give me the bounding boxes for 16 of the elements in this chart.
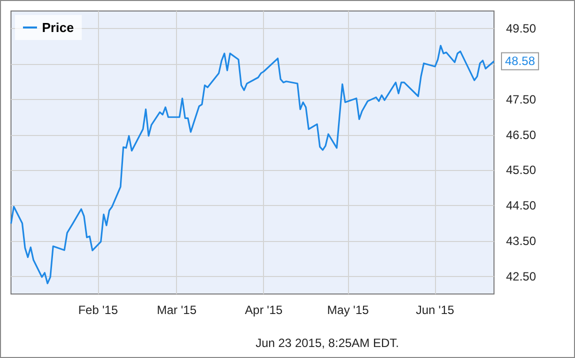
y-tick-label: 49.50 [506,22,536,36]
y-tick-label: 45.50 [506,163,536,178]
annotation: 48.58 [505,54,536,68]
y-tick-label: 44.50 [506,198,536,213]
x-tick-label: Jun '15 [416,303,455,317]
x-tick-label: Apr '15 [244,303,283,317]
x-tick-label: May '15 [327,303,370,317]
y-tick-label: 46.50 [506,128,536,142]
line-series [10,44,495,284]
y-tick-label: 47.50 [506,92,536,106]
y-tick-label: 42.50 [506,269,536,284]
x-tick-label: Feb '15 [78,303,118,317]
y-tick-label: 43.50 [506,234,536,248]
legend-label: Price [42,20,74,35]
x-tick-label: Mar '15 [156,303,197,317]
text: Jun 23 2015, 8:25AM EDT. [256,336,399,350]
